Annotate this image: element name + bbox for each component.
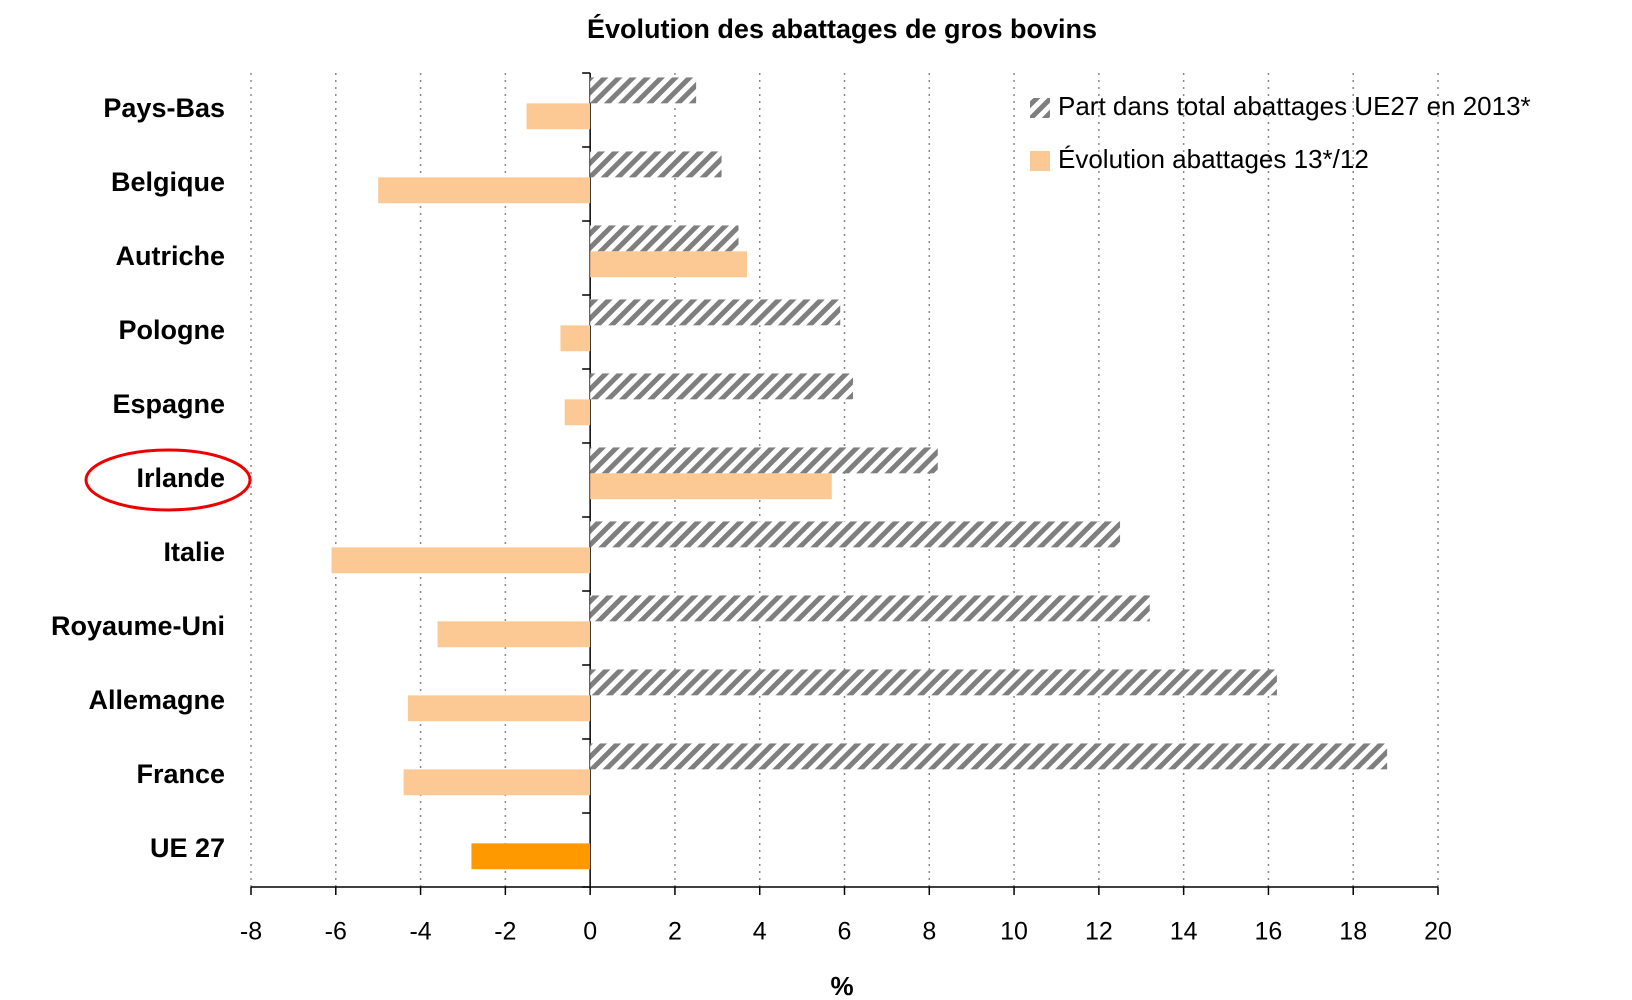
y-tick-label: Pologne	[119, 315, 226, 345]
x-tick-label: -4	[409, 918, 431, 946]
bar	[590, 299, 841, 326]
x-tick-label: 6	[838, 918, 852, 946]
bar	[590, 447, 938, 474]
bar	[437, 621, 591, 648]
y-tick-label: Irlande	[136, 463, 225, 493]
x-tick-label: 16	[1255, 918, 1283, 946]
bar	[378, 177, 591, 204]
y-tick-label: Espagne	[112, 389, 225, 419]
bar	[590, 743, 1388, 770]
y-tick-label: France	[136, 759, 225, 789]
x-tick-label: 4	[753, 918, 767, 946]
bar	[590, 595, 1150, 622]
x-tick-label: 14	[1170, 918, 1198, 946]
bar	[590, 521, 1121, 548]
y-tick-label: Belgique	[111, 167, 225, 197]
x-tick-label: 8	[922, 918, 936, 946]
x-tick-label: -2	[494, 918, 516, 946]
legend-label: Part dans total abattages UE27 en 2013*	[1058, 91, 1531, 121]
y-tick-label: Royaume-Uni	[51, 611, 225, 641]
bar	[526, 103, 591, 130]
bar	[590, 225, 739, 252]
y-tick-label: UE 27	[150, 833, 225, 863]
bar	[564, 399, 591, 426]
bar	[471, 843, 591, 870]
bar	[407, 695, 591, 722]
y-tick-label: Allemagne	[88, 685, 225, 715]
highlight-ellipse	[84, 448, 252, 512]
y-tick-label: Italie	[163, 537, 225, 567]
bar	[331, 547, 591, 574]
x-tick-label: 0	[583, 918, 597, 946]
x-tick-label: -8	[240, 918, 262, 946]
legend-label: Évolution abattages 13*/12	[1058, 144, 1369, 174]
bar	[590, 77, 697, 104]
x-tick-label: 12	[1085, 918, 1113, 946]
bar	[403, 769, 591, 796]
y-tick-label: Autriche	[115, 241, 225, 271]
legend-swatch	[1030, 151, 1050, 171]
x-tick-label: 20	[1424, 918, 1452, 946]
bar	[590, 151, 722, 178]
x-tick-label: 18	[1339, 918, 1367, 946]
x-tick-label: 10	[1000, 918, 1028, 946]
legend-swatch	[1030, 98, 1050, 118]
x-tick-label: -6	[325, 918, 347, 946]
bar	[590, 251, 747, 278]
bar	[560, 325, 591, 352]
y-tick-label: Pays-Bas	[103, 93, 225, 123]
x-tick-label: 2	[668, 918, 682, 946]
bar	[590, 473, 832, 500]
chart-title: Évolution des abattages de gros bovins	[587, 13, 1097, 44]
bar	[590, 373, 853, 400]
bar	[590, 669, 1277, 696]
x-axis-label: %	[830, 971, 853, 1000]
